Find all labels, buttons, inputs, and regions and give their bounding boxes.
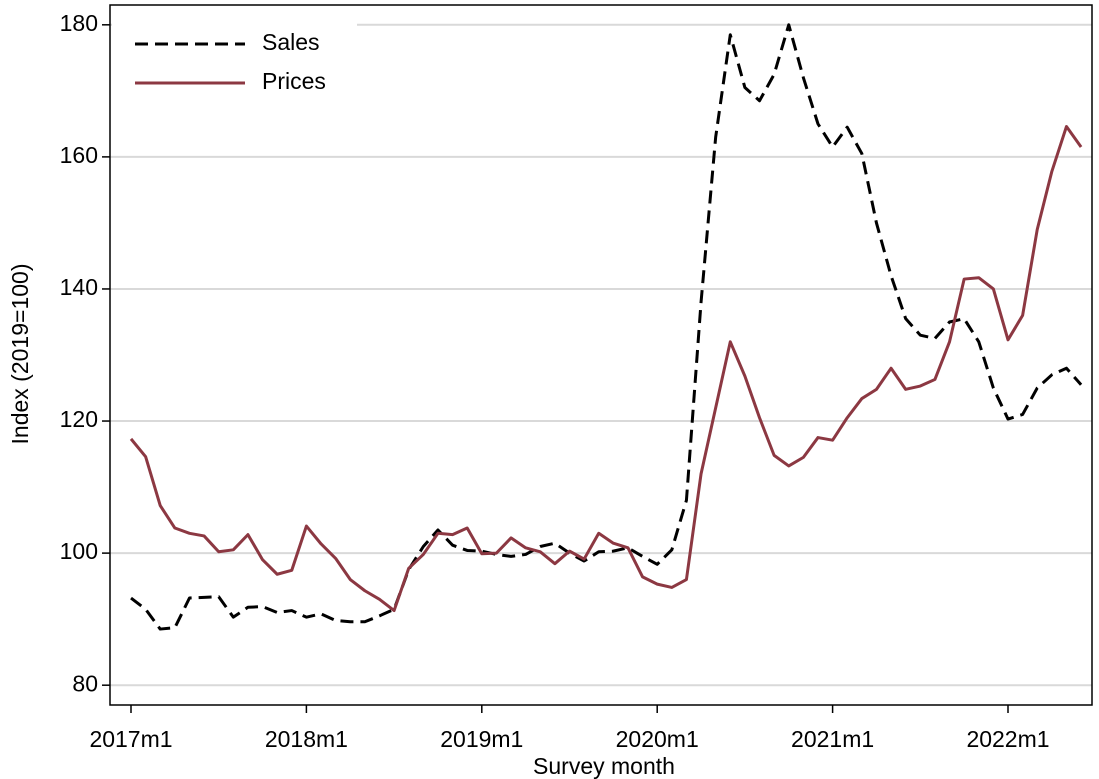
x-axis-label: Survey month xyxy=(533,753,675,779)
legend-label: Prices xyxy=(262,68,326,94)
series-line xyxy=(129,125,1083,613)
x-tick-label: 2021m1 xyxy=(791,726,874,752)
y-tick-label: 100 xyxy=(60,538,98,564)
x-tick-label: 2019m1 xyxy=(440,726,523,752)
plot-frame xyxy=(109,4,1093,706)
x-tick-label: 2022m1 xyxy=(966,726,1049,752)
y-tick-label: 140 xyxy=(60,274,98,300)
legend-box xyxy=(112,7,357,107)
x-tick-label: 2020m1 xyxy=(616,726,699,752)
x-tick-label: 2018m1 xyxy=(265,726,348,752)
x-tick-label: 2017m1 xyxy=(89,726,172,752)
legend-label: Sales xyxy=(262,29,320,55)
y-tick-label: 80 xyxy=(72,670,98,696)
series-line xyxy=(130,23,1083,631)
y-tick-label: 180 xyxy=(60,10,98,36)
y-tick-label: 160 xyxy=(60,142,98,168)
y-tick-label: 120 xyxy=(60,406,98,432)
y-axis-label: Index (2019=100) xyxy=(7,264,33,445)
